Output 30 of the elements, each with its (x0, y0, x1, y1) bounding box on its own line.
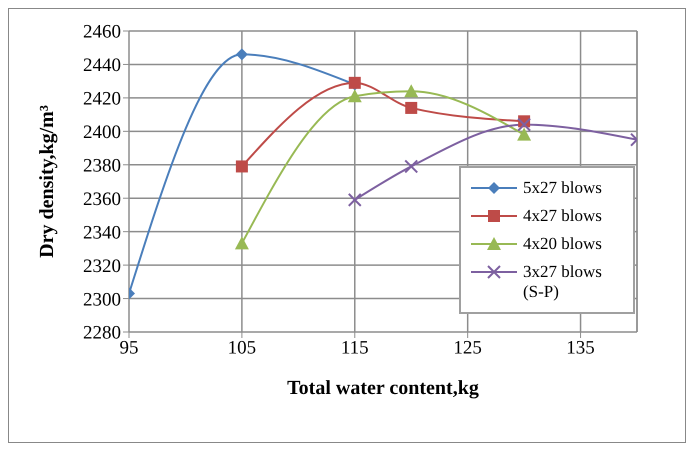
x-tick-label: 105 (228, 337, 256, 358)
x-tick-label: 95 (120, 337, 138, 358)
y-tick-label: 2460 (83, 22, 121, 43)
y-tick-label: 2400 (83, 122, 121, 144)
y-tick-label: 2380 (83, 156, 121, 177)
x-tick-label: 135 (566, 337, 595, 358)
y-tick-label: 2420 (83, 88, 121, 110)
point (234, 236, 249, 250)
point (404, 159, 418, 174)
point (517, 128, 532, 141)
legend-label: 4x27 blows (523, 206, 603, 226)
y-tick-label: 2340 (83, 222, 121, 244)
legend-label: 4x20 blows (523, 234, 603, 254)
x-tick-label: 125 (453, 337, 482, 358)
point (236, 160, 248, 172)
legend-label: 5x27 blows (523, 178, 603, 198)
legend-label: 3x27 blows (S-P) (523, 262, 603, 302)
y-axis-title: Dry density,kg/m³ (36, 105, 58, 258)
point (517, 118, 532, 132)
y-tick-label: 2300 (83, 289, 121, 310)
x-axis-title: Total water content,kg (287, 377, 479, 399)
y-tick-label: 2320 (83, 256, 121, 277)
y-tick-label: 2440 (83, 55, 121, 76)
x-tick-label: 115 (340, 337, 369, 358)
point (404, 84, 418, 98)
point (348, 192, 362, 207)
y-tick-label: 2360 (83, 188, 121, 210)
y-tick-label: 2280 (83, 322, 121, 344)
point (348, 89, 362, 102)
point (405, 102, 418, 114)
